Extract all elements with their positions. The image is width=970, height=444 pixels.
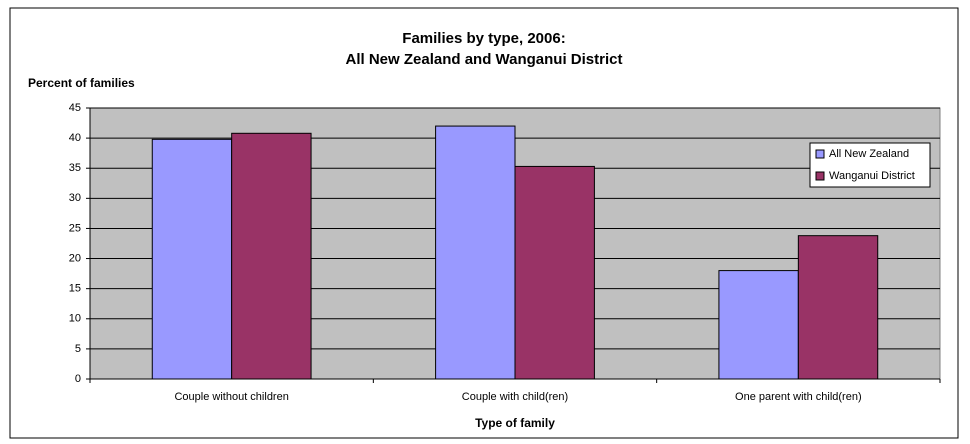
legend-label: All New Zealand: [829, 148, 909, 160]
legend-swatch: [815, 171, 825, 181]
y-tick-label: 10: [69, 313, 81, 325]
bar: [151, 138, 233, 380]
x-axis-title: Type of family: [475, 416, 555, 430]
y-tick-label: 20: [69, 252, 81, 264]
y-tick-label: 5: [75, 343, 81, 355]
x-tick-label: Couple with child(ren): [462, 391, 568, 403]
chart-title: Families by type, 2006:: [402, 30, 565, 47]
legend-label: Wanganui District: [829, 170, 915, 182]
y-tick-label: 15: [69, 283, 81, 295]
chart-title: All New Zealand and Wanganui District: [346, 51, 623, 68]
y-tick-label: 30: [69, 192, 81, 204]
bar: [435, 125, 516, 380]
bar: [718, 270, 799, 380]
bar: [231, 132, 312, 380]
x-tick-label: One parent with child(ren): [735, 391, 862, 403]
bar: [797, 235, 879, 380]
y-tick-label: 40: [69, 132, 81, 144]
y-axis-title: Percent of families: [28, 76, 135, 90]
x-tick-label: Couple without children: [174, 391, 288, 403]
y-tick-label: 25: [69, 222, 81, 234]
y-tick-label: 35: [69, 162, 81, 174]
legend-swatch: [815, 149, 825, 159]
legend-box: [809, 142, 931, 188]
y-tick-label: 45: [69, 102, 81, 114]
bar: [514, 165, 595, 380]
y-tick-label: 0: [75, 373, 81, 385]
